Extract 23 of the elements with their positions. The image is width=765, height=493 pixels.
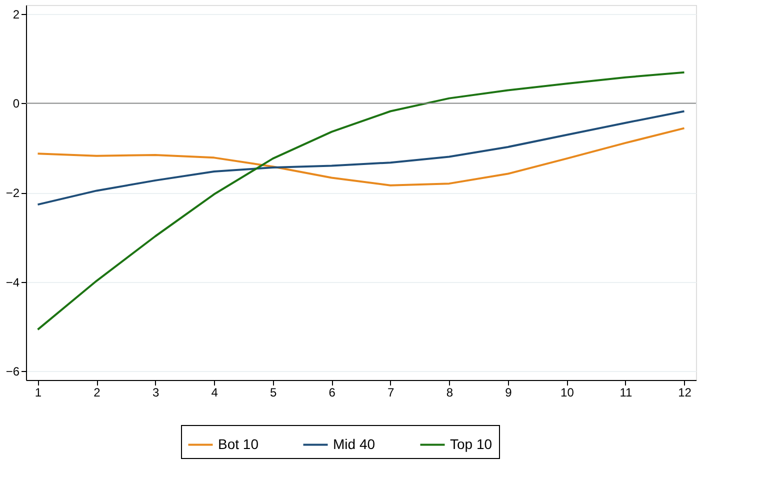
x-tick-label: 8: [446, 386, 454, 400]
x-tick-label: 3: [152, 386, 160, 400]
x-tick-label: 6: [328, 386, 336, 400]
x-tick-label: 5: [270, 386, 277, 400]
x-tick-label: 12: [678, 386, 692, 400]
line-series: [36, 71, 686, 331]
x-tick-label: 11: [620, 386, 633, 400]
y-tick-label: −6: [6, 364, 20, 379]
line-series: [36, 127, 686, 186]
line-series: [36, 110, 686, 206]
y-tick-label: −2: [6, 186, 20, 200]
legend-label: Mid 40: [333, 436, 376, 452]
x-tick-label: 1: [34, 386, 42, 400]
x-tick-label: 2: [94, 386, 101, 400]
y-tick-label: −4: [6, 275, 20, 290]
legend-label: Top 10: [450, 436, 492, 452]
x-tick-label: 9: [505, 386, 512, 400]
x-tick-label: 4: [211, 386, 218, 400]
legend-label: Bot 10: [218, 436, 259, 452]
x-tick-label: 7: [388, 386, 395, 400]
y-tick-label: 2: [12, 7, 20, 22]
y-tick-label: 0: [12, 96, 20, 111]
x-tick-label: 10: [560, 386, 574, 400]
